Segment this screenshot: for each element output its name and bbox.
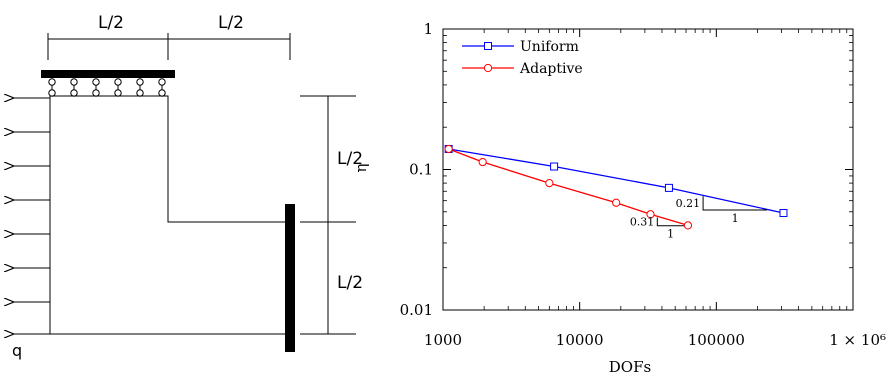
load-label: q (12, 341, 22, 360)
roller-bottom-2 (92, 89, 100, 97)
top-support-beam (41, 70, 175, 78)
dim-label-right-top: L/2 (337, 149, 363, 169)
slope-label-1: 0.31 (630, 216, 655, 229)
data-point-adaptive (646, 210, 655, 219)
y-tick-label: 0.01 (400, 301, 433, 319)
roller-top-4 (136, 78, 144, 86)
roller-top-0 (48, 78, 56, 86)
roller-bottom-3 (114, 89, 122, 97)
data-point-adaptive (478, 157, 487, 167)
roller-bottom-0 (48, 89, 56, 97)
minor-ticks (443, 29, 853, 310)
y-tick-label: 1 (423, 20, 433, 38)
roller-top-5 (158, 78, 166, 86)
tick-labels: 1000 10000 100000 1 × 10⁶ 1 0.1 0.01 (400, 20, 886, 349)
y-tick-label: 0.1 (409, 161, 433, 179)
roller-top-3 (114, 78, 122, 86)
slope-annotations: 0.21 1 0.31 1 (630, 196, 768, 241)
right-support-beam (285, 204, 295, 352)
run-label-1: 1 (667, 228, 674, 241)
domain-diagram: L/2 L/2 L/2 L/2 q (12, 13, 363, 360)
roller-top-2 (92, 78, 100, 86)
roller-bottom-1 (70, 89, 78, 97)
dim-label-right-bottom: L/2 (337, 273, 363, 293)
data-point-adaptive (545, 179, 554, 188)
l-shaped-domain (49, 95, 289, 335)
series-line-uniform (448, 148, 784, 214)
roller-top-1 (70, 78, 78, 86)
run-label-0: 1 (732, 212, 739, 225)
x-tick-label: 1 × 10⁶ (829, 331, 886, 349)
slope-triangle-0 (702, 196, 768, 211)
roller-supports (48, 78, 166, 97)
slope-label-0: 0.21 (676, 197, 701, 210)
roller-bottom-4 (136, 89, 144, 97)
x-tick-label: 100000 (688, 331, 745, 349)
distributed-load-arrows (14, 98, 50, 334)
dim-label-top-right: L/2 (218, 13, 244, 33)
x-tick-label: 1000 (424, 331, 462, 349)
x-axis-label: DOFs (609, 358, 651, 375)
legend-label-adaptive: Adaptive (519, 61, 583, 77)
data-point-uniform (779, 209, 788, 218)
legend-marker-adaptive (483, 63, 493, 73)
dim-label-top-left: L/2 (98, 13, 124, 33)
legend-label-uniform: Uniform (520, 39, 579, 55)
roller-bottom-5 (158, 89, 166, 97)
slope-triangle-1 (656, 217, 685, 227)
y-axis-label: η (352, 164, 370, 173)
series-line-adaptive (448, 148, 689, 227)
data-point-uniform (550, 162, 559, 171)
convergence-chart: 1000 10000 100000 1 × 10⁶ 1 0.1 0.01 0.21 1 0.31… (352, 20, 886, 375)
data-point-adaptive (612, 198, 621, 207)
major-ticks (442, 28, 854, 311)
data-point-adaptive (683, 221, 693, 230)
data-point-adaptive (444, 144, 453, 154)
x-tick-label: 10000 (556, 331, 604, 349)
legend-marker-uniform (484, 42, 492, 50)
legend: Uniform Adaptive (462, 39, 583, 77)
series-layer (444, 144, 788, 230)
data-point-uniform (664, 183, 673, 192)
